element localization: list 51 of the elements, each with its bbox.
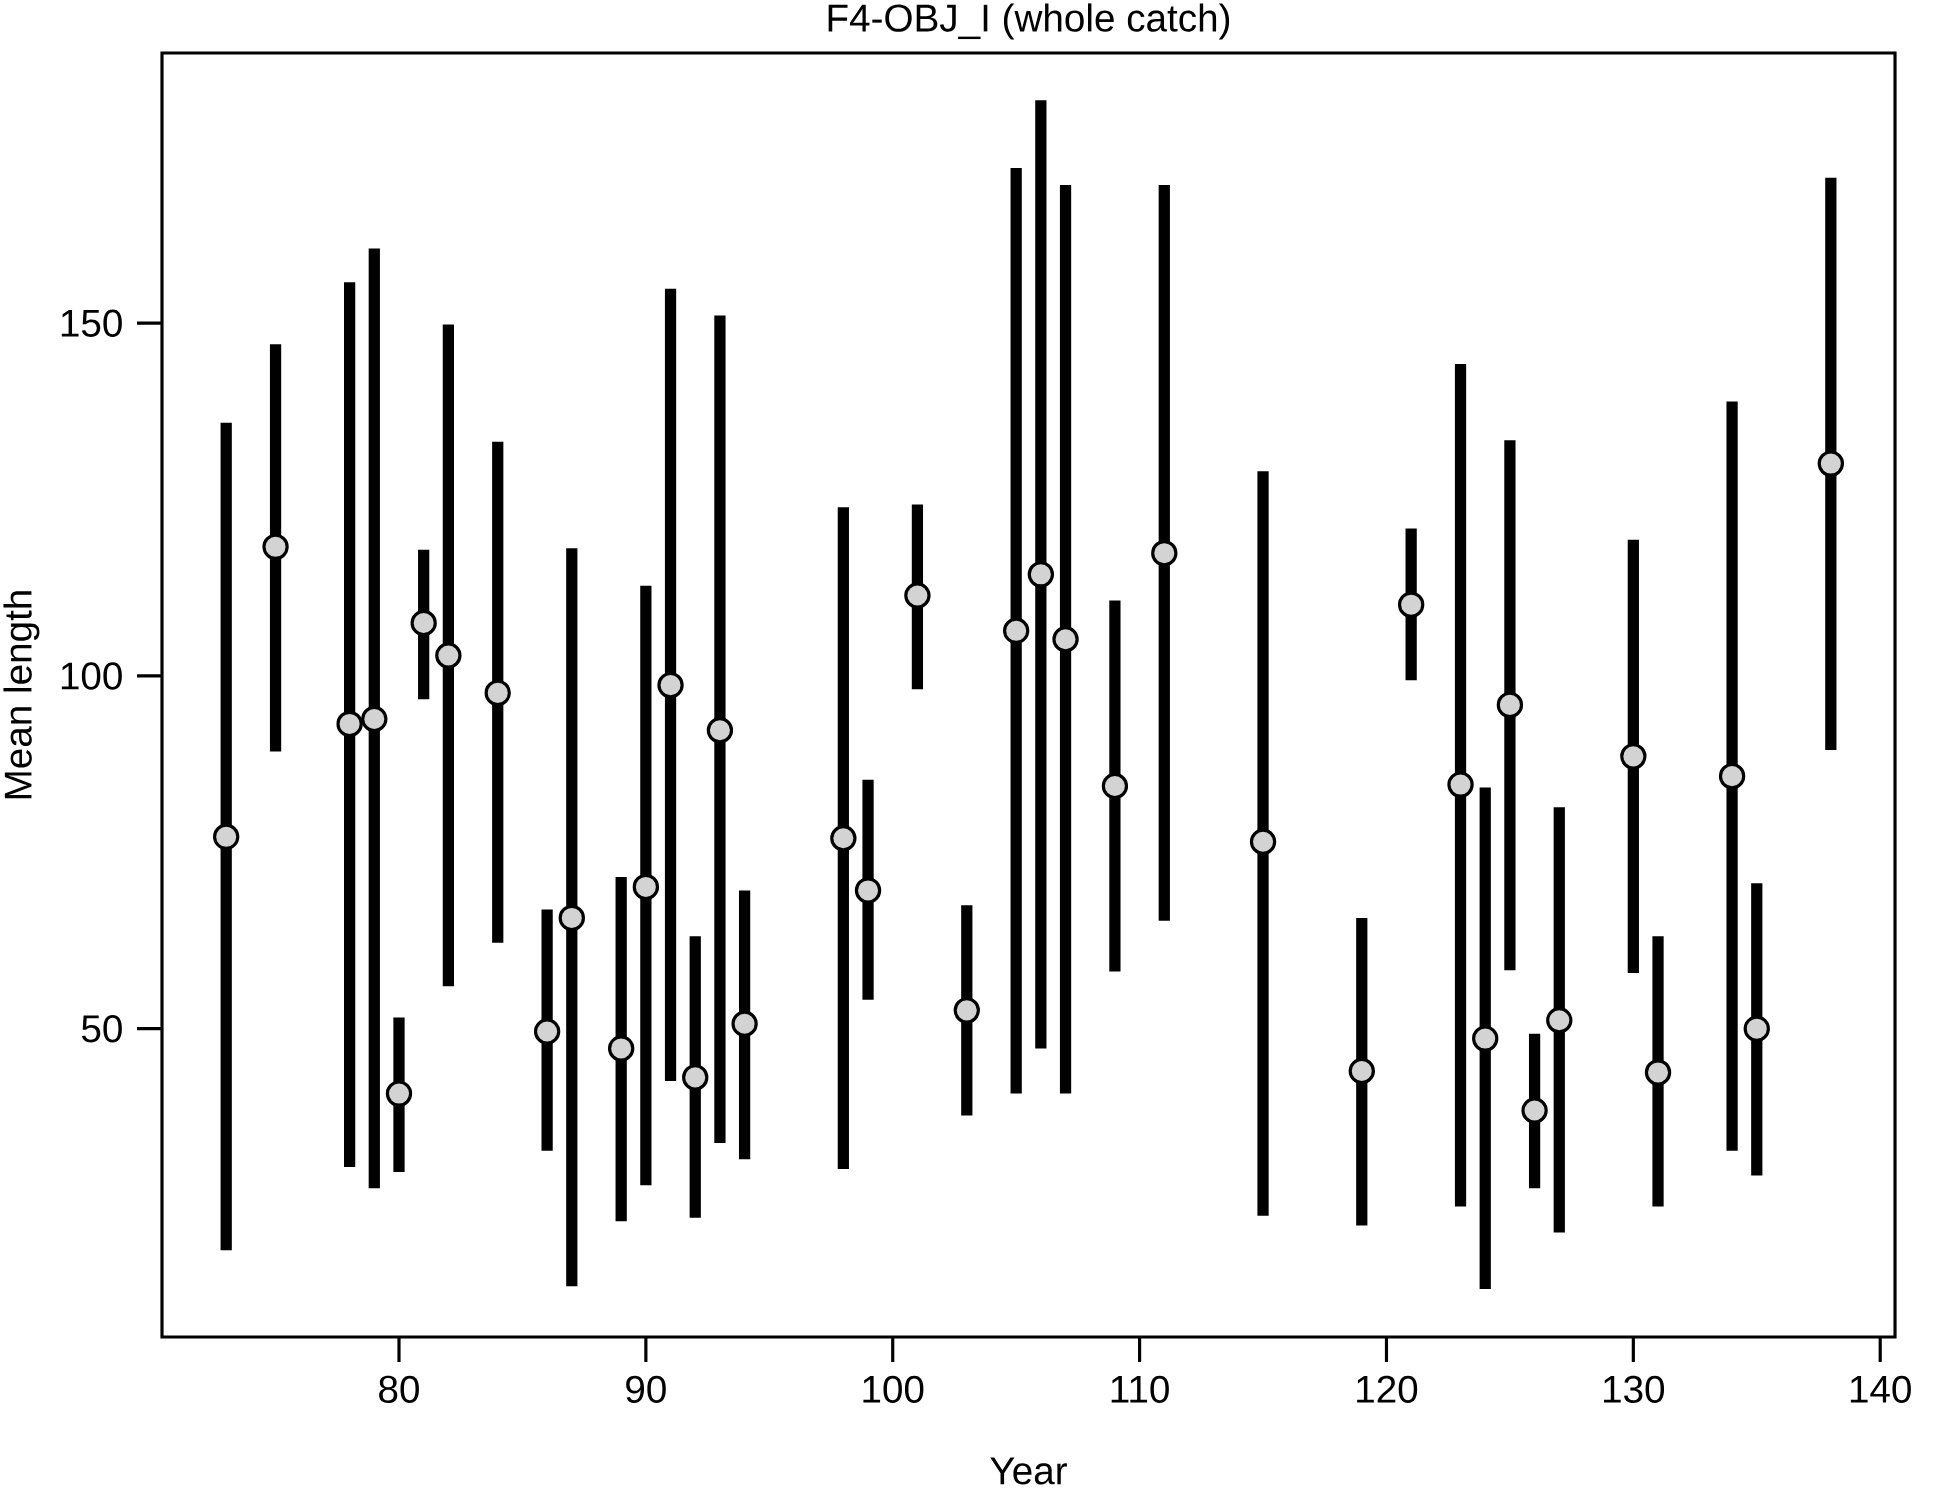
point (657, 671, 684, 699)
point (1817, 450, 1845, 477)
x-axis-title: Year (990, 1457, 1067, 1485)
point (1496, 691, 1524, 719)
x-tick-label: 140 (1850, 1375, 1911, 1403)
point (1027, 561, 1055, 588)
point (1447, 771, 1474, 798)
point (410, 609, 437, 637)
point (632, 873, 660, 901)
point (1620, 743, 1647, 770)
point (1397, 591, 1425, 618)
point (1718, 762, 1746, 790)
y-tick-label: 50 (81, 1015, 122, 1043)
point (1472, 1025, 1499, 1052)
point (830, 825, 857, 852)
point (213, 823, 240, 850)
point (385, 1080, 413, 1107)
point (1052, 626, 1079, 653)
point (435, 642, 462, 669)
y-tick-label: 100 (61, 662, 122, 690)
point (1151, 540, 1178, 567)
y-tick-label: 150 (61, 309, 122, 337)
point (854, 877, 882, 904)
point (558, 904, 585, 932)
y-axis-title: Mean length (3, 591, 40, 799)
point (533, 1018, 561, 1045)
x-tick-label: 120 (1357, 1375, 1418, 1403)
chart-title: F4-OBJ_I (whole catch) (828, 3, 1230, 40)
x-tick-label: 100 (863, 1375, 924, 1403)
point (262, 533, 289, 561)
point (904, 582, 931, 609)
point (706, 717, 734, 744)
point (1521, 1097, 1548, 1124)
point (953, 997, 980, 1024)
x-tick-label: 130 (1604, 1375, 1665, 1403)
point (1249, 828, 1277, 855)
point (336, 710, 363, 738)
point (1546, 1007, 1573, 1034)
point (1743, 1015, 1770, 1042)
x-tick-label: 90 (626, 1375, 666, 1403)
point (1101, 772, 1129, 800)
point (1644, 1059, 1672, 1086)
point (731, 1010, 758, 1037)
point (682, 1064, 709, 1091)
point (1348, 1057, 1375, 1085)
point (607, 1035, 635, 1062)
point (361, 705, 388, 733)
point (1002, 617, 1030, 644)
x-tick-label: 110 (1111, 1375, 1169, 1403)
x-tick-label: 80 (379, 1375, 419, 1403)
point (484, 679, 511, 707)
